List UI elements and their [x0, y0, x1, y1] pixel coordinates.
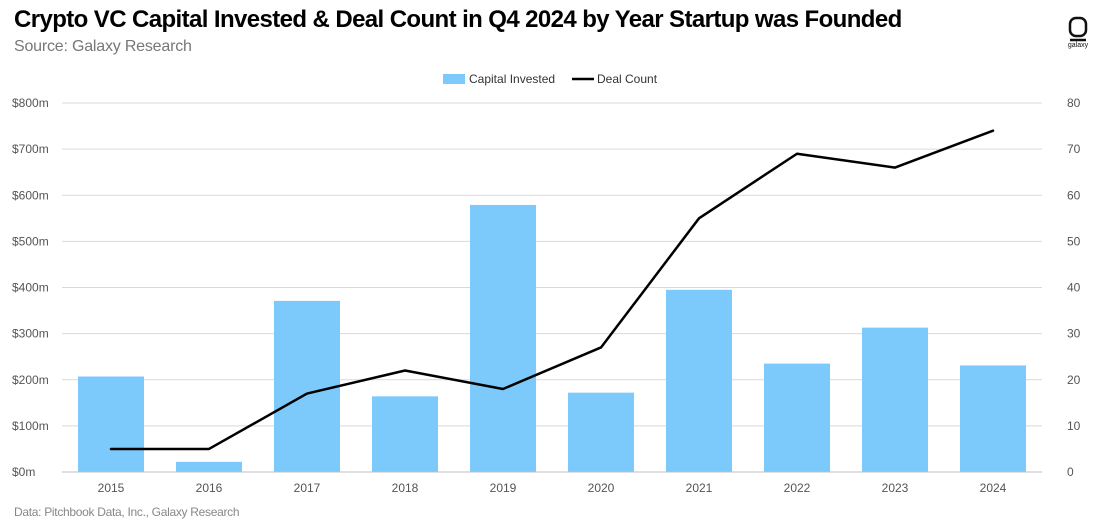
bar-2016	[176, 461, 242, 472]
left-tick-label-6: $600m	[12, 188, 49, 202]
x-tick-label-2015: 2015	[98, 481, 125, 495]
x-tick-label-2024: 2024	[980, 481, 1007, 495]
x-tick-label-2019: 2019	[490, 481, 517, 495]
deal-count-line	[109, 129, 995, 451]
right-tick-label-4: 40	[1067, 281, 1081, 295]
data-source-note: Data: Pitchbook Data, Inc., Galaxy Resea…	[14, 505, 240, 519]
left-tick-label-4: $400m	[12, 281, 49, 295]
left-tick-label-2: $200m	[12, 373, 49, 387]
left-axis: $0m $100m $200m $300m $400m $500m $600m $700m $8…	[12, 96, 49, 479]
right-tick-label-8: 80	[1067, 96, 1081, 110]
right-axis: 0 10 20 30 40 50 60 70 80	[1067, 96, 1081, 479]
left-tick-label-5: $500m	[12, 234, 49, 248]
bar-2019	[470, 204, 536, 472]
bar-2018	[372, 396, 438, 472]
bar-2024	[960, 365, 1026, 472]
legend-label-deal-count: Deal Count	[597, 72, 658, 86]
right-tick-label-2: 20	[1067, 373, 1081, 387]
bar-2022	[764, 363, 830, 472]
galaxy-logo-label: galaxy	[1067, 42, 1089, 49]
bar-2021	[666, 289, 732, 472]
bar-2023	[862, 327, 928, 472]
bar-2017	[274, 300, 340, 472]
left-tick-label-1: $100m	[12, 419, 49, 433]
right-tick-label-7: 70	[1067, 142, 1081, 156]
x-tick-label-2021: 2021	[686, 481, 713, 495]
right-tick-label-5: 50	[1067, 234, 1081, 248]
legend-label-capital-invested: Capital Invested	[469, 72, 555, 86]
right-tick-label-3: 30	[1067, 327, 1081, 341]
galaxy-logo-icon	[1068, 16, 1088, 42]
legend: Capital Invested Deal Count	[443, 72, 658, 86]
bar-series-capital-invested	[78, 204, 1026, 472]
x-tick-label-2017: 2017	[294, 481, 321, 495]
right-tick-label-0: 0	[1067, 465, 1074, 479]
left-tick-label-0: $0m	[12, 465, 35, 479]
left-tick-label-3: $300m	[12, 327, 49, 341]
chart-subtitle: Source: Galaxy Research	[14, 38, 192, 55]
bar-2015	[78, 376, 144, 472]
chart-title: Crypto VC Capital Invested & Deal Count …	[14, 6, 902, 33]
line-series-deal-count	[109, 129, 995, 451]
left-tick-label-8: $800m	[12, 96, 49, 110]
x-tick-label-2022: 2022	[784, 481, 811, 495]
x-tick-label-2016: 2016	[196, 481, 223, 495]
legend-swatch-capital-invested	[443, 74, 465, 84]
x-tick-label-2018: 2018	[392, 481, 419, 495]
right-tick-label-6: 60	[1067, 188, 1081, 202]
x-tick-label-2020: 2020	[588, 481, 615, 495]
left-tick-label-7: $700m	[12, 142, 49, 156]
bar-2020	[568, 392, 634, 472]
x-axis: 2015 2016 2017 2018 2019 2020 2021 2022 2023 2024	[62, 471, 1042, 495]
x-tick-label-2023: 2023	[882, 481, 909, 495]
right-tick-label-1: 10	[1067, 419, 1081, 433]
